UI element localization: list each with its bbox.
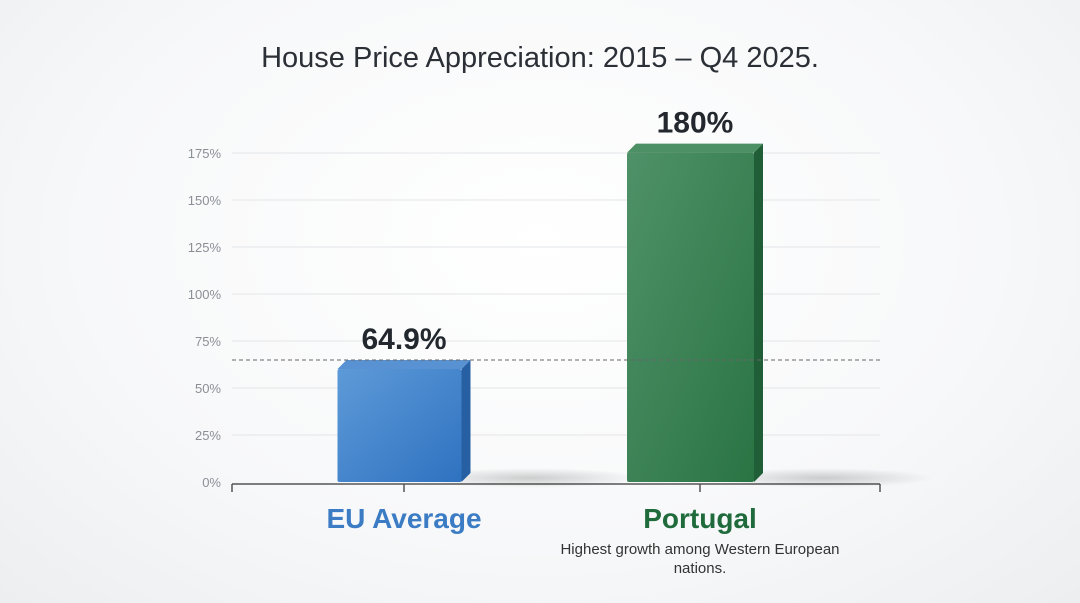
bar-side-face xyxy=(754,143,763,482)
bar-top-face xyxy=(337,359,471,369)
chart-title: House Price Appreciation: 2015 – Q4 2025… xyxy=(261,42,819,74)
bar-top-face xyxy=(627,143,763,153)
y-tick-label: 175% xyxy=(188,146,222,161)
y-tick-label: 125% xyxy=(188,240,222,255)
bar-shadow xyxy=(420,468,641,488)
y-tick-label: 75% xyxy=(195,334,221,349)
y-tick-label: 100% xyxy=(188,287,222,302)
y-tick-label: 150% xyxy=(188,193,222,208)
bar-side-face xyxy=(461,359,471,482)
y-tick-label: 50% xyxy=(195,381,221,396)
bar-portugal xyxy=(627,152,754,482)
data-label: 180% xyxy=(657,107,734,140)
y-tick-label: 25% xyxy=(195,428,221,443)
bar-eu-average xyxy=(337,368,462,482)
data-label: 64.9% xyxy=(361,323,446,356)
bar-shadow xyxy=(713,468,933,488)
y-tick-label: 0% xyxy=(202,475,221,490)
annotation-text: Highest growth among Western European na… xyxy=(560,541,840,577)
category-label-eu-average: EU Average xyxy=(326,503,482,534)
category-label-portugal: Portugal xyxy=(643,503,757,534)
